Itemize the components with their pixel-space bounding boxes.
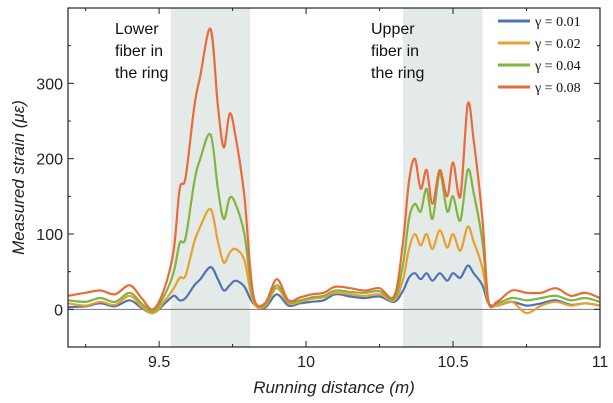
axis-ticks: 9.5 10 10.5 11 0 100 200 300 (36, 8, 608, 371)
series-lines (67, 27, 601, 315)
series-line-3 (67, 132, 601, 313)
annotations: Lower fiber in the ring Upper fiber in the ri… (115, 21, 424, 82)
y-axis-title: Measured strain (με) (9, 100, 28, 255)
plot-frame (67, 7, 601, 348)
series-line-4 (67, 27, 601, 311)
y-tick-label: 0 (54, 302, 63, 319)
annotation-2-line-1: Upper (371, 21, 415, 38)
y-tick-label: 200 (36, 152, 63, 169)
y-tick-label: 100 (36, 227, 63, 244)
annotation-2-line-3: the ring (371, 65, 424, 82)
series-line-1 (67, 264, 601, 315)
x-axis-title: Running distance (m) (253, 378, 415, 397)
series-line-2 (67, 207, 601, 315)
shaded-region-1 (170, 8, 251, 347)
legend-label-3: γ = 0.04 (534, 59, 581, 74)
annotation-1-line-1: Lower (115, 21, 159, 38)
y-tick-label: 300 (36, 76, 63, 93)
legend-label-4: γ = 0.08 (534, 81, 581, 96)
legend-label-1: γ = 0.01 (534, 15, 581, 30)
x-tick-label: 11 (592, 354, 609, 371)
x-tick-label: 10.5 (437, 354, 468, 371)
legend-label-2: γ = 0.02 (534, 37, 581, 52)
annotation-2-line-2: fiber in (371, 43, 419, 60)
annotation-1-line-2: fiber in (115, 43, 163, 60)
x-tick-label: 10 (297, 354, 315, 371)
legend: γ = 0.01 γ = 0.02 γ = 0.04 γ = 0.08 (498, 15, 581, 96)
annotation-1-line-3: the ring (115, 65, 168, 82)
x-tick-label: 9.5 (148, 354, 170, 371)
